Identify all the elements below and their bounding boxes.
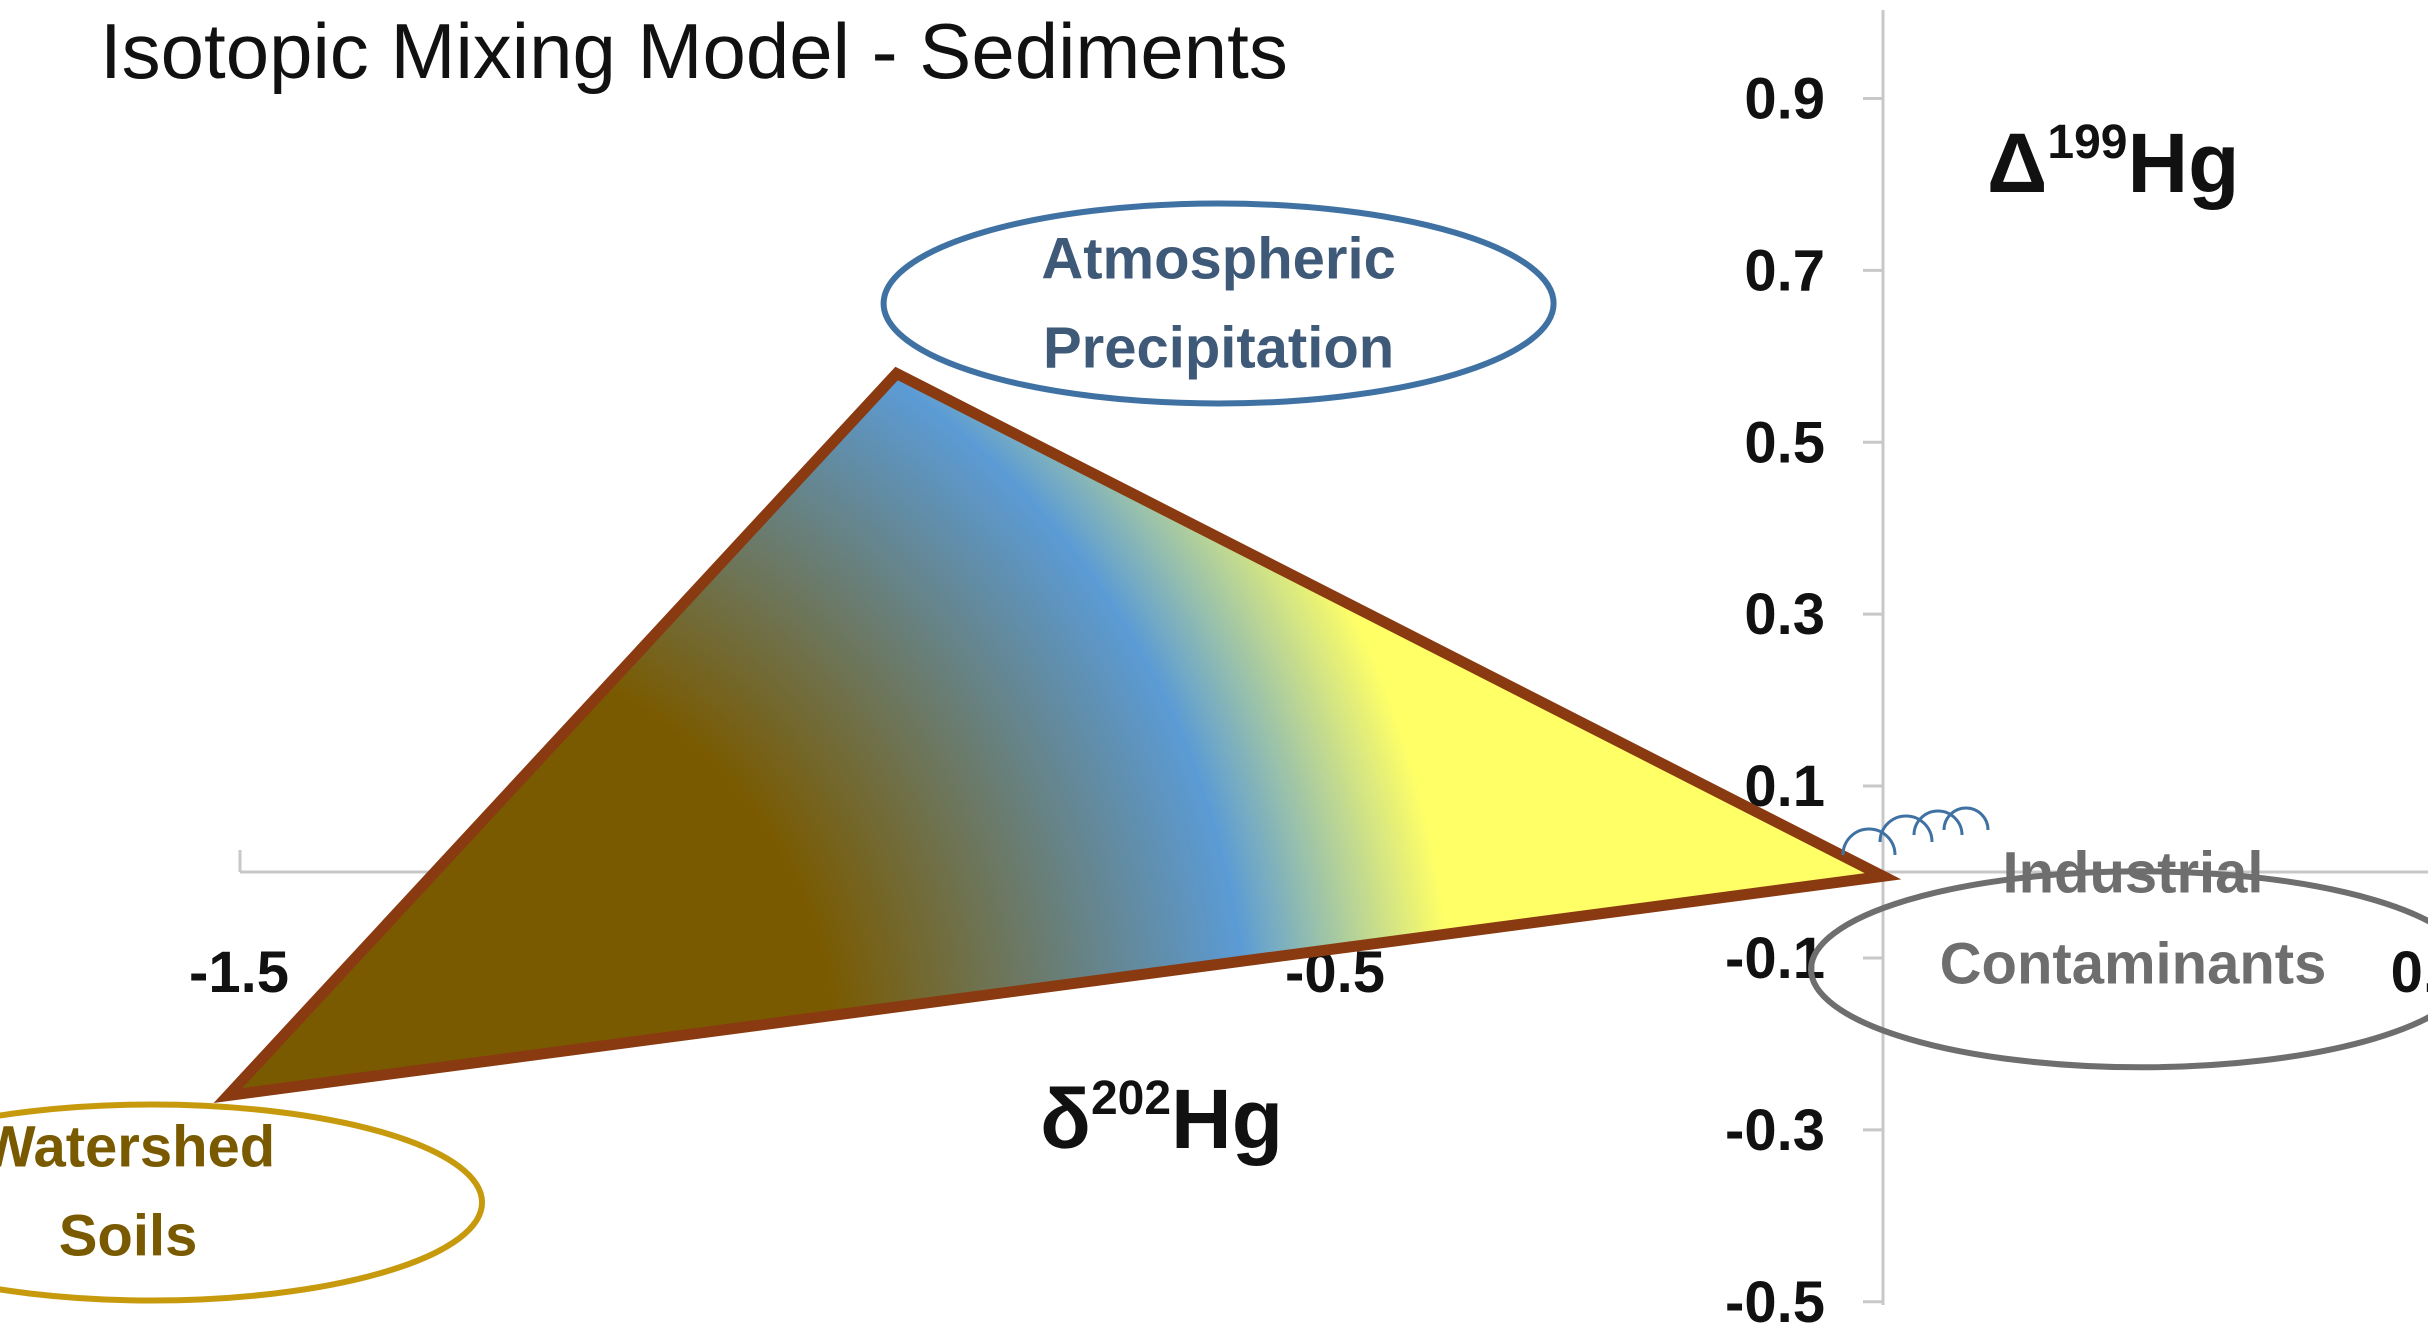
source-ellipse (0, 1101, 485, 1304)
y-tick-label: -0.5 (1725, 1270, 1825, 1329)
y-tick-label: 0.5 (1744, 410, 1825, 475)
y-tick-label: -0.1 (1725, 926, 1825, 991)
y-axis-title: Δ199Hg (1987, 116, 2239, 210)
source-label: Contaminants (1940, 931, 2327, 996)
y-tick-label: 0.7 (1744, 238, 1825, 303)
y-tick-label: 0.3 (1744, 582, 1825, 647)
source-label: Atmospheric (1041, 226, 1396, 291)
y-tick-label: -0.3 (1725, 1098, 1825, 1163)
source-label: Soils (59, 1203, 198, 1268)
source-ellipse (880, 200, 1557, 407)
x-axis-title: δ202Hg (1040, 1072, 1283, 1166)
x-tick-label: 0.5 (2391, 940, 2428, 1005)
x-tick-label: -1.5 (189, 940, 289, 1005)
chart-title: Isotopic Mixing Model - Sediments (100, 7, 1288, 95)
tick-labels: 0.90.70.50.30.1-0.1-0.3-0.5-1.5-0.50.5 (189, 66, 2428, 1329)
y-tick-label: 0.9 (1744, 66, 1825, 131)
source-label: Watershed (0, 1114, 275, 1179)
source-label: Precipitation (1043, 315, 1394, 380)
mixing-triangle (213, 366, 1902, 1103)
decorative-ellipse-stack (1841, 806, 1990, 856)
source-labels: Atmospheric Precipitation Industrial Contam… (0, 200, 2428, 1304)
source-label: Industrial (2002, 840, 2263, 905)
source-ellipse (1808, 868, 2428, 1071)
